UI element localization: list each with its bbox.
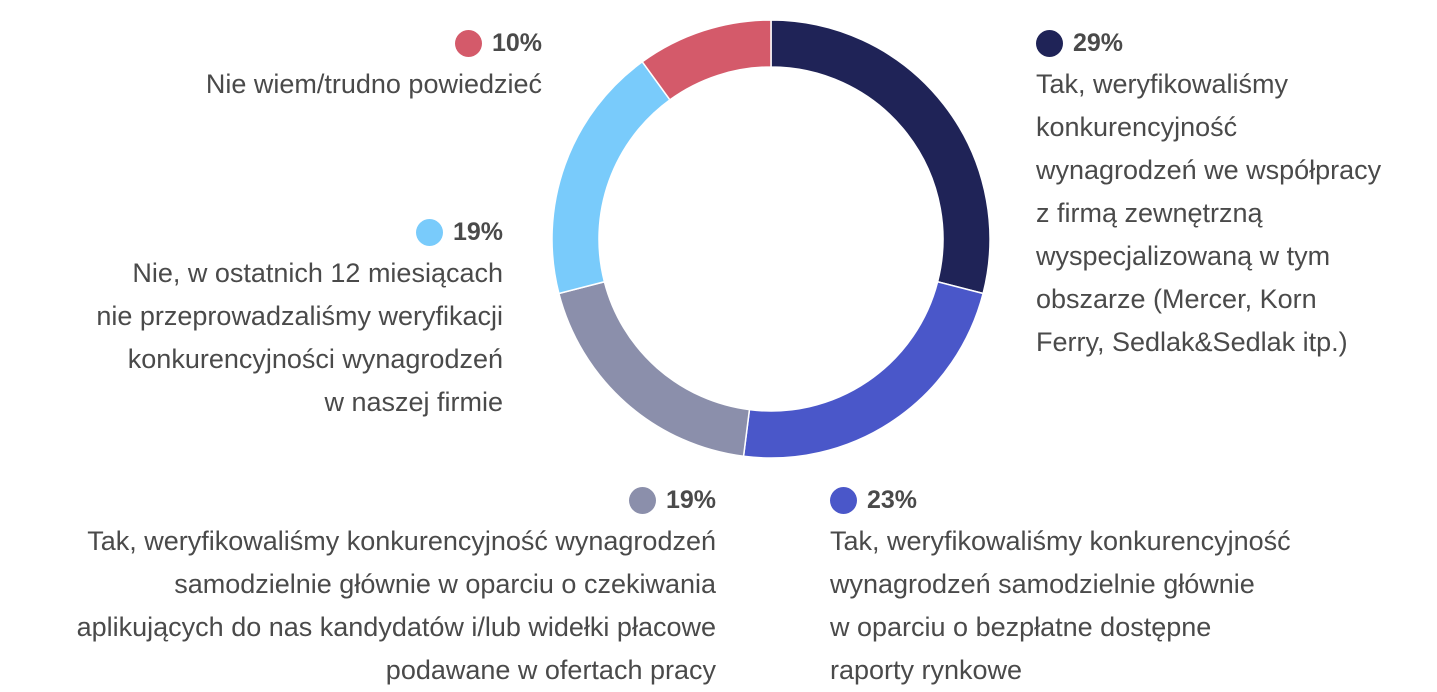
category-label: Tak, weryfikowaliśmy konkurencyjność wyn… bbox=[1036, 69, 1382, 357]
category-label: Tak, weryfikowaliśmy konkurencyjność wyn… bbox=[76, 526, 716, 685]
label-head: 19% bbox=[77, 480, 716, 520]
slice-label: 10% Nie wiem/trudno powiedzieć bbox=[206, 23, 542, 106]
donut-slice bbox=[551, 60, 671, 295]
legend-dot bbox=[628, 486, 656, 514]
category-label: Nie wiem/trudno powiedzieć bbox=[205, 69, 542, 99]
slice-label: 19% Nie, w ostatnich 12 miesiącach nie pr… bbox=[96, 212, 503, 424]
label-head: 19% bbox=[96, 212, 503, 252]
value-label: 10% bbox=[491, 28, 542, 57]
donut-slice bbox=[641, 19, 772, 101]
donut-slice bbox=[742, 280, 985, 459]
legend-dot bbox=[415, 218, 443, 246]
label-head: 10% bbox=[206, 23, 542, 63]
label-head: 29% bbox=[1036, 23, 1381, 63]
category-label: Tak, weryfikowaliśmy konkurencyjność wyn… bbox=[830, 526, 1291, 685]
donut-slice bbox=[770, 19, 991, 295]
legend-dot bbox=[1036, 29, 1063, 57]
value-label: 19% bbox=[665, 485, 716, 514]
legend-dot bbox=[830, 486, 857, 514]
value-label: 23% bbox=[867, 485, 918, 514]
value-label: 19% bbox=[452, 217, 503, 246]
category-label: Nie, w ostatnich 12 miesiącach nie przep… bbox=[96, 258, 503, 417]
slice-label: 19% Tak, weryfikowaliśmy konkurencyjność … bbox=[77, 480, 716, 692]
legend-dot bbox=[454, 29, 482, 57]
slice-label: 23% Tak, weryfikowaliśmy konkurencyjność … bbox=[830, 480, 1291, 692]
donut-slice bbox=[557, 280, 751, 458]
value-label: 29% bbox=[1073, 28, 1124, 57]
label-head: 23% bbox=[830, 480, 1291, 520]
slice-label: 29% Tak, weryfikowaliśmy konkurencyjność … bbox=[1036, 23, 1381, 364]
